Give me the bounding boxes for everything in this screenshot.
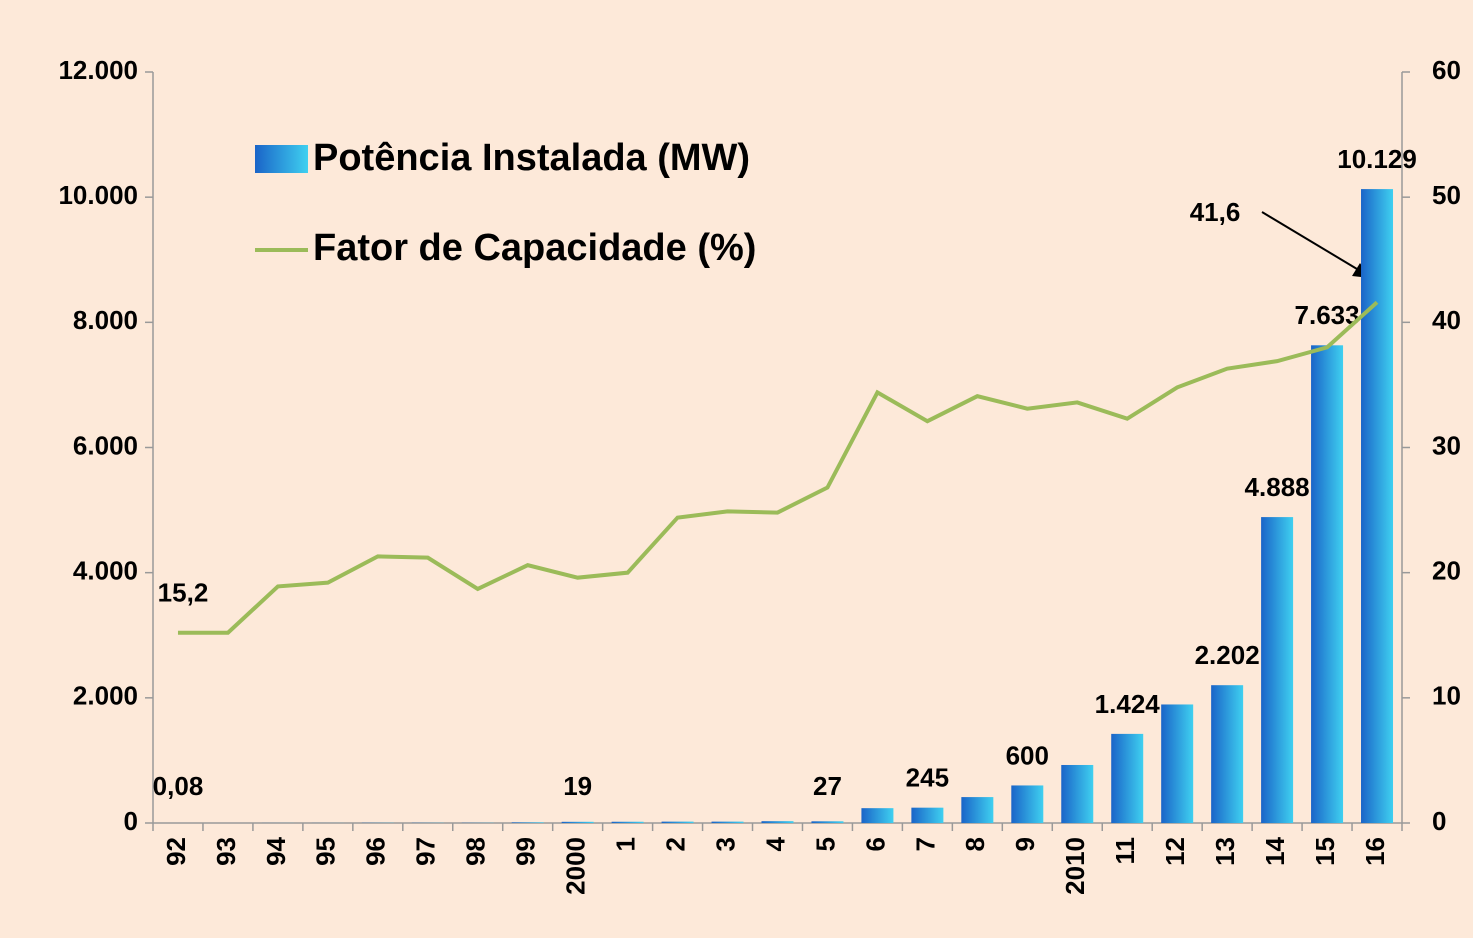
bar — [1011, 785, 1044, 823]
x-tick-label: 95 — [311, 837, 341, 866]
x-tick-label: 2010 — [1060, 837, 1090, 895]
data-label: 0,08 — [153, 771, 204, 801]
x-tick-label: 11 — [1110, 837, 1140, 865]
bar — [1161, 704, 1194, 823]
y2-tick-label: 0 — [1432, 806, 1446, 836]
bar — [1311, 345, 1344, 823]
y2-tick-label: 50 — [1432, 180, 1461, 210]
data-label: 600 — [1006, 740, 1049, 770]
data-label: 10.129 — [1337, 144, 1417, 174]
x-tick-label: 14 — [1260, 836, 1290, 865]
data-label: 41,6 — [1190, 197, 1241, 227]
bar — [911, 807, 944, 823]
x-tick-label: 2000 — [561, 837, 591, 895]
x-tick-label: 15 — [1310, 837, 1340, 866]
bar — [861, 808, 894, 823]
data-label: 19 — [563, 771, 592, 801]
y-tick-label: 10.000 — [58, 180, 138, 210]
data-label: 15,2 — [158, 578, 209, 608]
y2-tick-label: 20 — [1432, 556, 1461, 586]
legend-swatch — [255, 145, 308, 173]
bar — [1211, 685, 1244, 823]
y-tick-label: 12.000 — [58, 55, 138, 85]
x-tick-label: 5 — [810, 837, 840, 851]
y-tick-label: 8.000 — [73, 305, 138, 335]
x-tick-label: 7 — [910, 837, 940, 851]
line — [177, 300, 1379, 635]
y-tick-label: 6.000 — [73, 430, 138, 460]
bar — [1261, 517, 1294, 823]
y2-tick-label: 30 — [1432, 430, 1461, 460]
data-label: 1.424 — [1095, 689, 1161, 719]
legend-label: Fator de Capacidade (%) — [313, 227, 756, 269]
data-label: 4.888 — [1245, 472, 1310, 502]
x-tick-label: 12 — [1160, 837, 1190, 866]
legend-label: Potência Instalada (MW) — [313, 137, 750, 179]
bar — [611, 821, 644, 823]
bar — [511, 822, 544, 823]
x-tick-label: 9 — [1010, 837, 1040, 851]
bar — [811, 821, 844, 823]
y2-tick-label: 40 — [1432, 305, 1461, 335]
bar — [1061, 764, 1094, 823]
y-tick-label: 0 — [124, 806, 138, 836]
x-tick-label: 97 — [411, 837, 441, 866]
y-tick-label: 4.000 — [73, 556, 138, 586]
data-label: 27 — [813, 771, 842, 801]
bar — [961, 797, 994, 823]
bar — [761, 821, 794, 823]
annotation-arrow — [1261, 211, 1363, 273]
bar — [1361, 189, 1394, 824]
x-tick-label: 92 — [161, 837, 191, 866]
bar — [711, 821, 744, 823]
x-tick-label: 8 — [960, 837, 990, 851]
x-tick-label: 96 — [361, 837, 391, 866]
x-tick-label: 2 — [660, 837, 690, 851]
bar — [561, 821, 594, 823]
y-tick-label: 2.000 — [73, 681, 138, 711]
x-tick-label: 94 — [261, 836, 291, 865]
x-tick-label: 99 — [511, 837, 541, 866]
x-tick-label: 16 — [1360, 837, 1390, 866]
data-label: 245 — [906, 763, 949, 793]
x-tick-label: 3 — [710, 837, 740, 851]
y2-tick-label: 60 — [1432, 55, 1461, 85]
data-label: 2.202 — [1195, 640, 1260, 670]
x-tick-label: 13 — [1210, 837, 1240, 866]
x-tick-label: 1 — [610, 837, 640, 851]
bar — [661, 821, 694, 823]
bar — [1111, 733, 1144, 823]
x-tick-label: 6 — [860, 837, 890, 851]
y2-tick-label: 10 — [1432, 681, 1461, 711]
x-tick-label: 4 — [760, 836, 790, 851]
x-tick-label: 93 — [211, 837, 241, 866]
x-tick-label: 98 — [461, 837, 491, 866]
